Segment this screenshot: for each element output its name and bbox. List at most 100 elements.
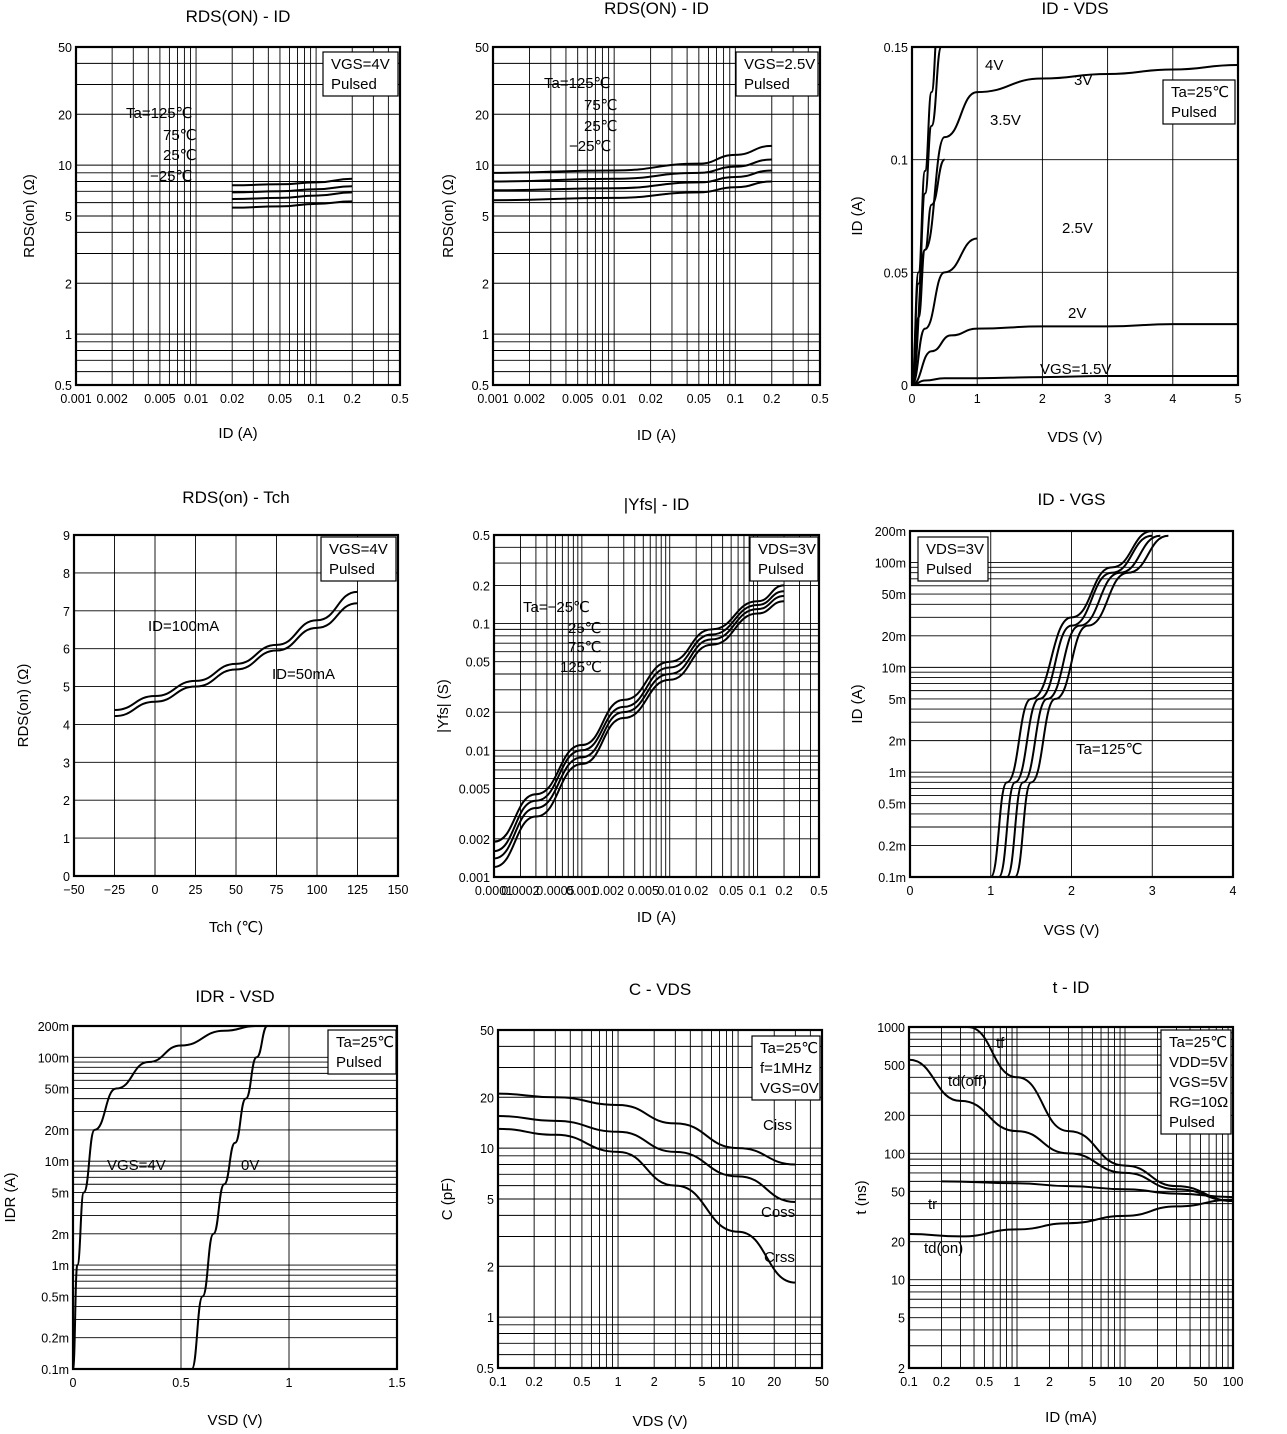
y-axis-label: |Yfs| (S) [435, 679, 452, 733]
chart-title: RDS(on) - Tch [182, 488, 289, 507]
y-tick-label: 20m [45, 1124, 69, 1138]
x-tick-label: 100 [1223, 1375, 1244, 1389]
condition-text: VGS=4V [329, 541, 388, 558]
series-label: 125℃ [560, 659, 602, 676]
x-tick-label: 1 [987, 884, 994, 898]
grid [73, 534, 399, 877]
y-tick-label: 0.2 [473, 579, 490, 593]
series-line-1 [967, 1027, 1233, 1202]
series-label: 75℃ [568, 639, 602, 656]
series-line-4 [232, 200, 353, 209]
plot-frame [492, 533, 821, 879]
y-tick-label: 1 [63, 832, 70, 846]
conditions-box [322, 51, 399, 97]
y-tick-label: 2 [898, 1362, 905, 1376]
plot-frame [72, 533, 400, 878]
conditions-box [735, 51, 819, 97]
y-tick-label: 5 [482, 210, 489, 224]
y-tick-label: 50 [58, 41, 72, 55]
grid [492, 46, 821, 386]
y-tick-label: 0.01 [466, 744, 490, 758]
condition-text: VGS=2.5V [744, 56, 815, 73]
y-axis-label: IDR (A) [2, 1173, 19, 1223]
y-tick-label: 2m [889, 735, 906, 749]
x-tick-label: 1 [974, 392, 981, 406]
x-tick-label: 5 [698, 1375, 705, 1389]
chart-title: IDR - VSD [195, 987, 274, 1006]
series-line-4 [912, 158, 946, 385]
grid [909, 530, 1234, 878]
x-tick-label: 5 [1235, 392, 1242, 406]
condition-text: Ta=25℃ [760, 1040, 818, 1057]
chart-4: −50 −25 0 25 50 75 100 125 150 0 1 2 3 4 5 6 7 8 9 RDS(on) … [15, 488, 408, 936]
series-line-4 [1013, 534, 1169, 877]
series-label: −25℃ [150, 168, 192, 185]
x-tick-label: 20 [1151, 1375, 1165, 1389]
x-tick-label: 0.5 [976, 1375, 993, 1389]
y-axis-label: t (ns) [853, 1180, 870, 1214]
condition-text: Pulsed [329, 561, 375, 578]
x-tick-label: 0.001 [60, 392, 91, 406]
x-tick-label: 0.2 [344, 392, 361, 406]
series-label: −25℃ [569, 138, 611, 155]
series-line-3 [1005, 534, 1161, 877]
condition-text: VDS=3V [926, 541, 984, 558]
y-tick-label: 2 [63, 794, 70, 808]
chart-1: 0.001 0.002 0.005 0.01 0.02 0.05 0.1 0.2 0.5 0.5 1… [21, 7, 409, 442]
x-tick-label: 0.1 [307, 392, 324, 406]
series-group [73, 1026, 268, 1369]
y-tick-label: 1m [52, 1259, 69, 1273]
series-label: ID=50mA [272, 666, 335, 683]
y-tick-label: 0.002 [459, 833, 490, 847]
x-tick-label: 2 [1068, 884, 1075, 898]
x-tick-label: 0.05 [268, 392, 292, 406]
y-tick-label: 5m [889, 693, 906, 707]
y-tick-label: 0.02 [466, 706, 490, 720]
x-tick-label: 1 [1014, 1375, 1021, 1389]
condition-text: Pulsed [331, 76, 377, 93]
y-tick-label: 100m [875, 557, 906, 571]
chart-8: 0.1 0.2 0.5 1 2 5 10 20 50 0.5 1 2 5 10 20 50 C - VDS VDS… [439, 980, 829, 1430]
series-label: Ta=125℃ [126, 105, 192, 122]
y-tick-label: 50m [45, 1083, 69, 1097]
condition-text: VGS=0V [760, 1080, 819, 1097]
x-tick-label: 0.05 [719, 884, 743, 898]
chart-9: 0.1 0.2 0.5 1 2 5 10 20 50 100 2 5 10 20 50 100 200 500 10… [853, 978, 1243, 1426]
x-tick-label: 0.0002 [501, 884, 539, 898]
grid [75, 46, 401, 386]
series-label: Crss [764, 1249, 795, 1266]
condition-text: VDD=5V [1169, 1054, 1228, 1071]
chart-title: |Yfs| - ID [624, 495, 690, 514]
x-tick-label: 100 [307, 883, 328, 897]
y-axis-label: ID (A) [849, 196, 866, 235]
series-label: 75℃ [163, 127, 197, 144]
y-tick-label: 10 [58, 159, 72, 173]
y-tick-label: 0 [901, 379, 908, 393]
x-tick-label: 0.2 [763, 392, 780, 406]
x-tick-label: 1 [286, 1376, 293, 1390]
y-tick-label: 20 [891, 1236, 905, 1250]
y-tick-label: 20m [882, 630, 906, 644]
series-line-1 [232, 177, 353, 187]
series-line-1 [73, 1026, 257, 1369]
y-tick-label: 8 [63, 567, 70, 581]
y-axis-label: RDS(on) (Ω) [21, 174, 38, 258]
series-line-3 [232, 191, 353, 201]
x-axis-label: VDS (V) [632, 1413, 687, 1430]
chart-7: 0 0.5 1 1.5 0.1m 0.2m 0.5m 1m 2m 5m 10m 20m 50m 100m 2… [2, 987, 406, 1429]
series-line-1 [989, 531, 1153, 877]
conditions-box [327, 1029, 397, 1075]
x-tick-label: 0.01 [658, 884, 682, 898]
y-axis-label: RDS(on) (Ω) [440, 174, 457, 258]
x-tick-label: −25 [104, 883, 125, 897]
grid [493, 534, 820, 878]
y-tick-label: 0.1m [878, 871, 906, 885]
y-tick-label: 10 [480, 1142, 494, 1156]
series-line-2 [498, 1114, 796, 1203]
series-line-2 [493, 158, 772, 183]
x-tick-label: 4 [1169, 392, 1176, 406]
series-line-2 [912, 47, 943, 385]
conditions-box [917, 536, 989, 582]
chart-title: C - VDS [629, 980, 691, 999]
x-tick-label: 0.001 [566, 884, 597, 898]
